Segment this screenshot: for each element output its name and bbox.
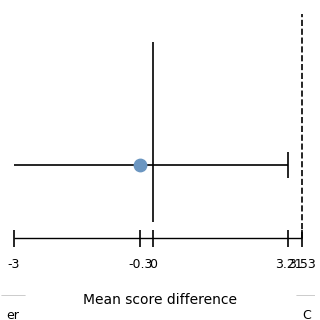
Point — [138, 162, 143, 167]
Text: 3.21: 3.21 — [275, 258, 302, 271]
FancyBboxPatch shape — [1, 296, 25, 320]
Text: Mean score difference: Mean score difference — [83, 293, 237, 307]
Text: -3: -3 — [8, 258, 20, 271]
Text: er: er — [6, 309, 19, 320]
Text: C: C — [303, 309, 311, 320]
Text: -0.3: -0.3 — [128, 258, 153, 271]
Text: 0: 0 — [149, 258, 157, 271]
Text: 3.53: 3.53 — [288, 258, 316, 271]
FancyBboxPatch shape — [296, 296, 317, 320]
